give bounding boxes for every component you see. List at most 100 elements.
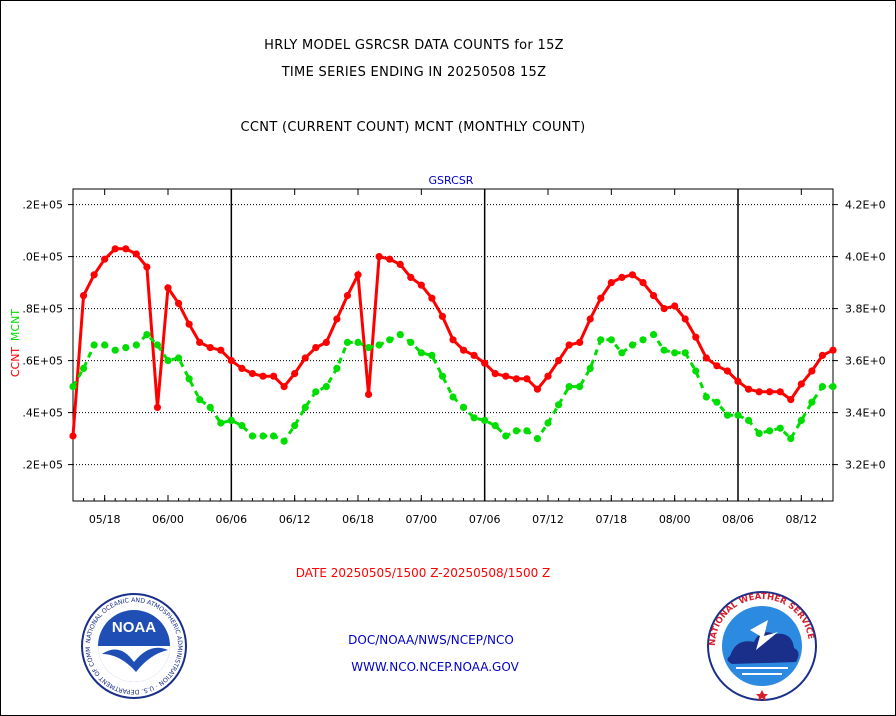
data-point-mcnt	[428, 351, 436, 359]
data-point-ccnt	[523, 375, 531, 383]
data-point-ccnt	[343, 292, 352, 300]
series-layer	[69, 245, 837, 445]
data-point-ccnt	[628, 271, 637, 279]
data-point-ccnt	[554, 357, 563, 365]
data-point-ccnt	[206, 344, 214, 352]
data-point-mcnt	[227, 416, 235, 424]
data-point-mcnt	[79, 364, 88, 372]
data-point-mcnt	[544, 419, 552, 427]
data-point-mcnt	[502, 432, 510, 440]
data-point-mcnt	[185, 375, 193, 383]
data-point-mcnt	[618, 349, 626, 357]
data-point-ccnt	[269, 372, 278, 380]
data-point-ccnt	[576, 338, 584, 346]
data-point-ccnt	[649, 292, 658, 300]
data-point-mcnt	[713, 398, 721, 406]
data-point-mcnt	[312, 388, 320, 396]
y-right-tick-label: 4.2E+0	[845, 199, 886, 212]
noaa-logo: NOAA NATIONAL OCEANIC AND ATMOSPHERIC AD…	[80, 592, 187, 699]
data-point-ccnt	[533, 385, 542, 393]
data-point-mcnt	[132, 341, 140, 349]
data-point-mcnt	[481, 416, 489, 424]
data-point-mcnt	[723, 411, 732, 419]
y-left-tick-label: .2E+05	[22, 459, 63, 472]
data-point-ccnt	[301, 354, 309, 362]
data-point-mcnt	[787, 435, 795, 443]
data-point-mcnt	[808, 398, 816, 406]
data-point-mcnt	[217, 419, 225, 427]
data-point-ccnt	[597, 294, 605, 302]
y-right-tick-label: 3.6E+0	[845, 355, 886, 368]
data-point-mcnt	[649, 331, 658, 339]
data-point-ccnt	[639, 279, 647, 287]
data-point-mcnt	[143, 331, 151, 339]
data-point-mcnt	[269, 432, 278, 440]
labels-layer: .2E+05 3.2E+0 .4E+05 3.4E+0 .6E+05 3.6E+0 .8E+…	[9, 174, 886, 526]
chart-title-line-2: TIME SERIES ENDING IN 20250508 15Z	[281, 65, 547, 80]
data-point-ccnt	[618, 273, 626, 281]
data-point-mcnt	[417, 349, 425, 357]
data-point-ccnt	[512, 375, 520, 383]
data-point-ccnt	[459, 346, 468, 354]
y-left-tick-label: .2E+05	[22, 199, 63, 212]
data-point-ccnt	[153, 403, 162, 411]
data-point-mcnt	[512, 427, 520, 435]
data-point-mcnt	[766, 427, 774, 435]
data-point-ccnt	[797, 380, 805, 388]
data-point-mcnt	[206, 403, 214, 411]
y-right-tick-label: 3.8E+0	[845, 303, 886, 316]
data-point-ccnt	[808, 367, 816, 375]
data-point-ccnt	[607, 279, 615, 287]
data-point-ccnt	[111, 245, 119, 253]
data-point-mcnt	[174, 354, 183, 362]
data-point-ccnt	[755, 388, 763, 396]
y-left-tick-label: .0E+05	[22, 251, 63, 264]
data-point-ccnt	[744, 385, 753, 393]
data-point-mcnt	[818, 383, 827, 391]
x-tick-label: 05/18	[89, 513, 121, 526]
x-tick-label: 06/12	[279, 513, 311, 526]
data-point-mcnt	[364, 344, 373, 352]
data-point-mcnt	[449, 393, 457, 401]
data-point-ccnt	[291, 370, 299, 378]
y-right-tick-label: 4.0E+0	[845, 251, 886, 264]
data-point-mcnt	[628, 341, 637, 349]
data-point-ccnt	[322, 338, 330, 346]
data-point-ccnt	[671, 302, 679, 310]
data-point-ccnt	[481, 359, 489, 367]
data-point-mcnt	[407, 338, 415, 346]
data-point-ccnt	[143, 263, 151, 271]
data-point-ccnt	[428, 294, 436, 302]
y-right-tick-label: 3.4E+0	[845, 407, 886, 420]
x-tick-label: 06/18	[342, 513, 374, 526]
data-point-ccnt	[196, 338, 204, 346]
org-label: DOC/NOAA/NWS/NCEP/NCO	[348, 633, 514, 647]
data-point-mcnt	[607, 336, 615, 344]
y-left-tick-label: .8E+05	[22, 303, 63, 316]
data-point-ccnt	[829, 346, 837, 354]
x-tick-label: 08/00	[659, 513, 691, 526]
data-point-mcnt	[386, 336, 394, 344]
plot-title: GSRCSR	[429, 174, 474, 187]
data-point-ccnt	[280, 383, 288, 391]
data-point-ccnt	[407, 273, 415, 281]
data-point-ccnt	[734, 377, 742, 385]
data-point-mcnt	[639, 336, 647, 344]
data-point-ccnt	[101, 255, 109, 263]
data-point-ccnt	[364, 390, 373, 398]
nws-logo: NATIONAL WEATHER SERVICE	[707, 591, 817, 701]
data-point-mcnt	[438, 372, 447, 380]
data-point-mcnt	[660, 346, 668, 354]
data-point-ccnt	[787, 396, 795, 404]
data-point-ccnt	[692, 333, 700, 341]
data-point-ccnt	[766, 388, 774, 396]
data-point-ccnt	[238, 364, 246, 372]
data-point-ccnt	[79, 292, 88, 300]
data-point-mcnt	[122, 344, 130, 352]
data-point-ccnt	[122, 245, 130, 253]
data-point-mcnt	[459, 403, 468, 411]
y-left-tick-label: .6E+05	[22, 355, 63, 368]
website-link[interactable]: WWW.NCO.NCEP.NOAA.GOV	[351, 660, 519, 674]
data-point-ccnt	[438, 312, 447, 320]
